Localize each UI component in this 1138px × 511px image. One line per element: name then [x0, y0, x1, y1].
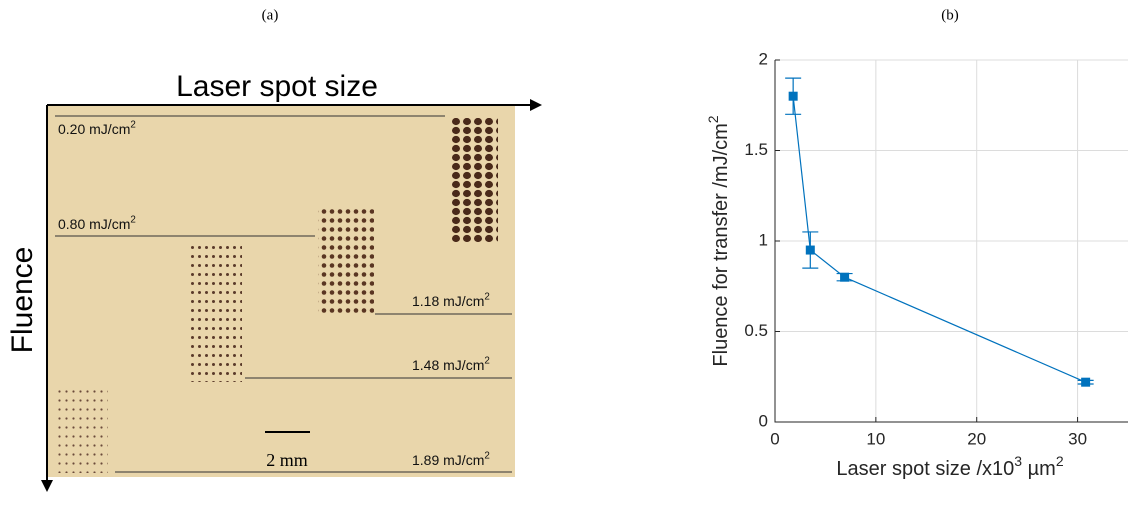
y-axis-label: Fluence for transfer /mJ/cm2 [705, 115, 733, 366]
fluence-lines [55, 115, 512, 473]
y-tick-label: 0 [759, 411, 768, 430]
side-axis-label: Fluence [6, 247, 39, 354]
fluence-label-sup: 2 [484, 355, 489, 366]
axes-box [774, 60, 1128, 423]
fluence-label-part: 1.89 mJ/cm [412, 452, 484, 468]
panel-label: (a) [262, 7, 279, 23]
fluence-label-sup: 2 [484, 291, 489, 302]
scale-label: 2 mm [266, 450, 308, 470]
x-axis-label-sup: 3 [1014, 453, 1022, 469]
photo [47, 105, 515, 477]
x-axis-label-part: µm [1022, 458, 1056, 480]
fluence-label-part: 1.48 mJ/cm [412, 357, 484, 373]
fluence-label: 1.18 mJ/cm2 [412, 291, 490, 309]
x-tick-label: 0 [770, 429, 779, 448]
y-tick-label: 1 [759, 230, 768, 249]
panel-label: (b) [941, 7, 959, 23]
dot-array [58, 385, 108, 473]
x-tick-label: 10 [866, 429, 885, 448]
fluence-label: 0.80 mJ/cm2 [58, 214, 136, 232]
data-point [805, 245, 815, 255]
dot-array [318, 206, 374, 316]
dot-array [188, 244, 242, 382]
x-axis-label: Laser spot size /x103 µm2 [836, 453, 1063, 481]
data-point [788, 91, 798, 101]
x-tick-label: 20 [967, 429, 986, 448]
x-axis-label-part: Laser spot size /x10 [836, 458, 1014, 480]
dot-array [450, 118, 498, 242]
y-tick-label: 2 [759, 49, 768, 68]
fluence-label-part: 0.20 mJ/cm [58, 121, 130, 137]
fluence-label-sup: 2 [484, 450, 489, 461]
x-tick-label: 30 [1068, 429, 1087, 448]
fluence-label-sup: 2 [130, 119, 135, 130]
y-axis-label-part: Fluence for transfer /mJ/cm [710, 123, 732, 366]
arrow-head [41, 480, 53, 492]
fluence-label: 1.89 mJ/cm2 [412, 450, 490, 468]
fluence-label: 0.20 mJ/cm2 [58, 119, 136, 137]
y-tick-label: 0.5 [744, 321, 768, 340]
fluence-label-sup: 2 [130, 214, 135, 225]
y-tick-label: 1.5 [744, 140, 768, 159]
fluence-label: 1.48 mJ/cm2 [412, 355, 490, 373]
top-axis-label: Laser spot size [176, 70, 378, 103]
data-line [792, 96, 1086, 383]
data-point [1081, 377, 1091, 387]
x-axis-label-sup: 2 [1056, 453, 1064, 469]
fluence-label-part: 0.80 mJ/cm [58, 216, 130, 232]
y-axis-label-sup: 2 [705, 115, 721, 123]
fluence-label-part: 1.18 mJ/cm [412, 293, 484, 309]
arrow-head [530, 99, 542, 111]
data-point [840, 272, 850, 282]
